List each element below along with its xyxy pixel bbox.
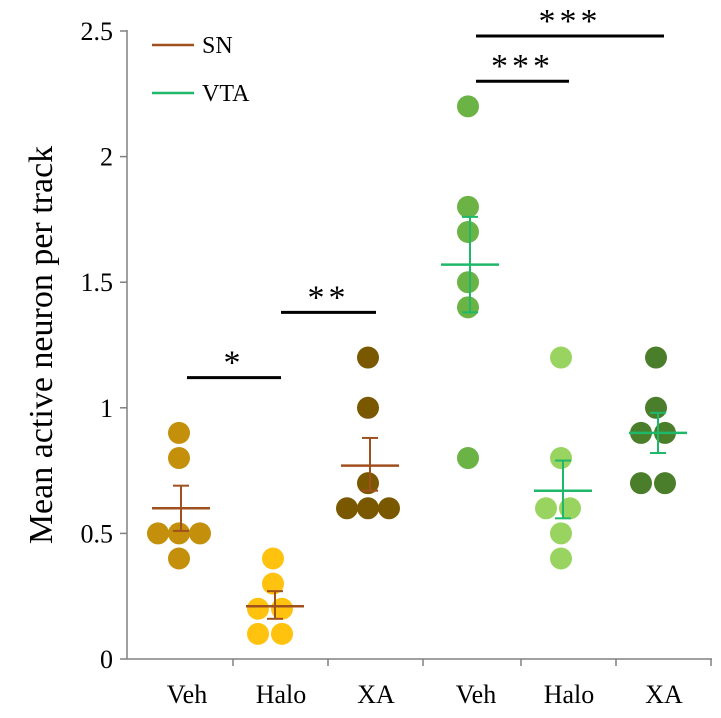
data-point	[271, 597, 293, 620]
significance-label: ***	[539, 3, 602, 40]
data-point	[457, 195, 479, 218]
data-point	[147, 522, 169, 545]
significance-label: *	[224, 345, 245, 382]
y-ticks: 0 0.5 1 1.5 2 2.5	[81, 17, 127, 674]
y-tick-label: 2	[100, 143, 113, 172]
data-point	[550, 447, 572, 470]
data-point	[550, 522, 572, 545]
x-tick-labels: Veh Halo XA Veh Halo XA	[167, 659, 712, 709]
legend-label: SN	[202, 33, 233, 59]
data-point	[630, 472, 652, 495]
data-point	[457, 271, 479, 294]
data-point	[168, 522, 190, 545]
data-point	[645, 346, 667, 369]
data-point	[336, 497, 358, 520]
data-point	[357, 472, 379, 495]
data-point	[550, 547, 572, 570]
y-tick-label: 2.5	[81, 17, 114, 46]
data-point	[357, 396, 379, 419]
y-axis-label: Mean active neuron per track	[23, 146, 60, 544]
data-point	[457, 296, 479, 319]
significance-bars: *********	[187, 3, 664, 382]
legend-label: VTA	[202, 81, 250, 107]
data-point	[535, 497, 557, 520]
data-point	[457, 95, 479, 118]
y-tick-label: 0	[100, 645, 113, 674]
data-point	[654, 472, 676, 495]
y-tick-label: 0.5	[81, 519, 114, 548]
data-point	[189, 522, 211, 545]
data-point	[168, 421, 190, 444]
data-point	[262, 547, 284, 570]
data-point	[168, 547, 190, 570]
data-point	[247, 597, 269, 620]
data-point	[559, 497, 581, 520]
y-tick-label: 1.5	[81, 268, 114, 297]
x-tick-label: Halo	[256, 680, 307, 709]
data-point	[357, 346, 379, 369]
x-tick-label: Veh	[167, 680, 207, 709]
data-point	[645, 396, 667, 419]
x-tick-label: XA	[357, 680, 395, 709]
data-point	[457, 447, 479, 470]
significance-label: **	[308, 279, 350, 316]
data-point	[262, 572, 284, 595]
data-point	[247, 622, 269, 645]
data-point	[271, 622, 293, 645]
mean-sem-markers	[152, 215, 687, 620]
x-tick-label: XA	[645, 680, 683, 709]
significance-label: ***	[491, 48, 554, 85]
data-point	[168, 447, 190, 470]
data-point	[457, 220, 479, 243]
y-tick-label: 1	[100, 394, 113, 423]
data-point	[550, 346, 572, 369]
data-point	[357, 497, 379, 520]
x-tick-label: Halo	[544, 680, 595, 709]
data-points	[147, 95, 676, 645]
x-tick-label: Veh	[456, 680, 496, 709]
data-point	[378, 497, 400, 520]
legend: SN VTA	[152, 33, 250, 107]
